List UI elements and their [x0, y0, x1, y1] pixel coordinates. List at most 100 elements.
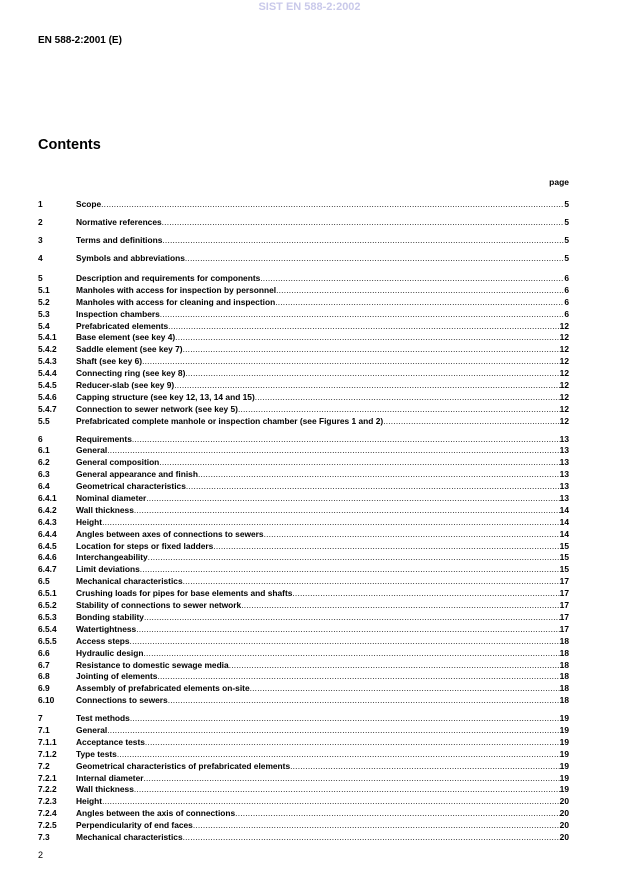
- toc-entry-page: 6: [564, 308, 569, 319]
- toc-entry[interactable]: 7.1 General 19: [38, 725, 569, 737]
- toc-entry-title: Inspection chambers: [76, 308, 160, 319]
- toc-entry-number: 6.9: [38, 683, 50, 694]
- toc-section-group: 5 Description and requirements for compon…: [38, 273, 569, 428]
- toc-entry[interactable]: 5 Description and requirements for compon…: [38, 273, 569, 285]
- toc-entry[interactable]: 5.4.4 Connecting ring (see key 8) 12: [38, 368, 569, 380]
- toc-entry[interactable]: 1 Scope 5: [38, 195, 569, 213]
- toc-entry-page: 13: [559, 493, 569, 504]
- toc-entry[interactable]: 2 Normative references 5: [38, 213, 569, 231]
- toc-entry[interactable]: 7 Test methods 19: [38, 713, 569, 725]
- dot-leader: [276, 285, 564, 297]
- toc-entry[interactable]: 6.10 Connections to sewers 18: [38, 695, 569, 707]
- toc-entry[interactable]: 4 Symbols and abbreviations 5: [38, 249, 569, 267]
- toc-entry[interactable]: 7.1.2 Type tests 19: [38, 749, 569, 761]
- toc-entry-page: 18: [559, 671, 569, 682]
- toc-entry[interactable]: 6.6 Hydraulic design 18: [38, 648, 569, 660]
- toc-entry-page: 13: [559, 469, 569, 480]
- toc-entry[interactable]: 5.4.2 Saddle element (see key 7) 12: [38, 344, 569, 356]
- dot-leader: [130, 636, 560, 648]
- toc-entry[interactable]: 6.8 Jointing of elements 18: [38, 671, 569, 683]
- toc-entry-number: 7.1.1: [38, 736, 57, 747]
- toc-entry-title: Interchangeability: [76, 552, 148, 563]
- dot-leader: [168, 321, 560, 333]
- toc-entry[interactable]: 7.2.5 Perpendicularity of end faces 20: [38, 820, 569, 832]
- toc-entry[interactable]: 6.4.5 Location for steps or fixed ladders…: [38, 541, 569, 553]
- dot-leader: [101, 195, 564, 213]
- toc-entry[interactable]: 6.1 General 13: [38, 445, 569, 457]
- toc-entry-title: Manholes with access for inspection by p…: [76, 284, 277, 295]
- toc-entry-page: 12: [559, 380, 569, 391]
- toc-entry-title: Jointing of elements: [76, 671, 158, 682]
- toc-entry-title: General: [76, 724, 108, 735]
- toc-entry[interactable]: 5.4.1 Base element (see key 4) 12: [38, 332, 569, 344]
- toc-entry[interactable]: 6.4.2 Wall thickness 14: [38, 505, 569, 517]
- dot-leader: [143, 648, 559, 660]
- toc-entry[interactable]: 7.2.3 Height 20: [38, 796, 569, 808]
- toc-entry[interactable]: 6.4.7 Limit deviations 15: [38, 564, 569, 576]
- toc-entry[interactable]: 6.2 General composition 13: [38, 457, 569, 469]
- toc-entry-page: 20: [559, 808, 569, 819]
- page-column-header: page: [549, 177, 569, 187]
- toc-entry[interactable]: 6.4.3 Height 14: [38, 517, 569, 529]
- toc-entry-page: 20: [559, 820, 569, 831]
- toc-entry-page: 6: [564, 284, 569, 295]
- toc-entry[interactable]: 6.5.4 Watertightness 17: [38, 624, 569, 636]
- dot-leader: [275, 297, 564, 309]
- toc-entry[interactable]: 6.9 Assembly of prefabricated elements on…: [38, 683, 569, 695]
- toc-entry[interactable]: 7.3 Mechanical characteristics 20: [38, 832, 569, 844]
- toc-entry[interactable]: 6.5.5 Access steps 18: [38, 636, 569, 648]
- toc-entry-title: Location for steps or fixed ladders: [76, 540, 214, 551]
- toc-entry[interactable]: 7.2.1 Internal diameter 19: [38, 773, 569, 785]
- toc-entry-number: 7.2: [38, 760, 50, 771]
- toc-entry[interactable]: 6.7 Resistance to domestic sewage media 18: [38, 660, 569, 672]
- toc-entry-page: 19: [559, 784, 569, 795]
- toc-entry-page: 18: [559, 659, 569, 670]
- toc-entry[interactable]: 7.2.4 Angles between the axis of connecti…: [38, 808, 569, 820]
- toc-entry[interactable]: 6.5.1 Crushing loads for pipes for base e…: [38, 588, 569, 600]
- table-of-contents: 1 Scope 5 2 Normative references 5 3 Terms and …: [38, 195, 569, 850]
- toc-entry-page: 12: [559, 332, 569, 343]
- toc-entry[interactable]: 6.5.2 Stability of connections to sewer n…: [38, 600, 569, 612]
- toc-entry-page: 18: [559, 647, 569, 658]
- toc-entry[interactable]: 6.5.3 Bonding stability 17: [38, 612, 569, 624]
- toc-entry-number: 5.4.1: [38, 332, 57, 343]
- toc-entry[interactable]: 3 Terms and definitions 5: [38, 231, 569, 249]
- toc-entry[interactable]: 5.5 Prefabricated complete manhole or ins…: [38, 416, 569, 428]
- toc-entry[interactable]: 5.4.5 Reducer-slab (see key 9) 12: [38, 380, 569, 392]
- toc-entry-title: Angles between the axis of connections: [76, 808, 236, 819]
- toc-entry[interactable]: 5.4.6 Capping structure (see key 12, 13, …: [38, 392, 569, 404]
- toc-entry-number: 7.2.4: [38, 808, 57, 819]
- toc-entry-number: 6: [38, 433, 43, 444]
- toc-entry[interactable]: 5.2 Manholes with access for cleaning and…: [38, 297, 569, 309]
- toc-entry[interactable]: 7.2 Geometrical characteristics of prefab…: [38, 761, 569, 773]
- toc-entry[interactable]: 6.4.1 Nominal diameter 13: [38, 493, 569, 505]
- toc-entry[interactable]: 5.4.7 Connection to sewer network (see ke…: [38, 404, 569, 416]
- toc-entry[interactable]: 6.4.6 Interchangeability 15: [38, 552, 569, 564]
- toc-entry-title: Scope: [76, 199, 102, 209]
- toc-entry[interactable]: 5.4.3 Shaft (see key 6) 12: [38, 356, 569, 368]
- toc-entry[interactable]: 6.3 General appearance and finish 13: [38, 469, 569, 481]
- toc-entry[interactable]: 5.1 Manholes with access for inspection b…: [38, 285, 569, 297]
- toc-entry[interactable]: 6 Requirements 13: [38, 434, 569, 446]
- toc-entry[interactable]: 7.1.1 Acceptance tests 19: [38, 737, 569, 749]
- toc-entry-title: Reducer-slab (see key 9): [76, 380, 175, 391]
- toc-entry[interactable]: 6.4 Geometrical characteristics 13: [38, 481, 569, 493]
- toc-entry-title: Stability of connections to sewer networ…: [76, 600, 242, 611]
- toc-entry[interactable]: 5.4 Prefabricated elements 12: [38, 321, 569, 333]
- toc-entry-number: 5.4.6: [38, 391, 57, 402]
- toc-entry-page: 12: [559, 356, 569, 367]
- toc-entry[interactable]: 6.4.4 Angles between axes of connections …: [38, 529, 569, 541]
- toc-entry[interactable]: 6.5 Mechanical characteristics 17: [38, 576, 569, 588]
- dot-leader: [136, 624, 559, 636]
- toc-entry-number: 6.4.2: [38, 504, 57, 515]
- toc-entry-number: 3: [38, 235, 43, 245]
- toc-entry-title: Symbols and abbreviations: [76, 253, 185, 263]
- toc-entry-title: General: [76, 445, 108, 456]
- toc-entry-number: 6.5.5: [38, 635, 57, 646]
- toc-entry-title: Mechanical characteristics: [76, 831, 183, 842]
- toc-entry[interactable]: 5.3 Inspection chambers 6: [38, 309, 569, 321]
- toc-entry[interactable]: 7.2.2 Wall thickness 19: [38, 784, 569, 796]
- dot-leader: [107, 725, 559, 737]
- dot-leader: [102, 517, 560, 529]
- toc-entry-number: 5.4.2: [38, 344, 57, 355]
